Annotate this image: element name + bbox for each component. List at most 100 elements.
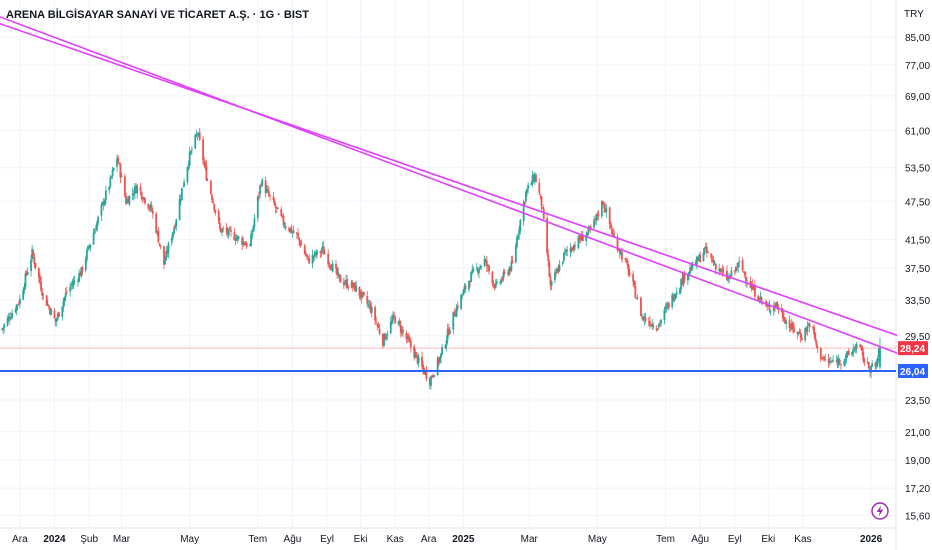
candle-body	[546, 218, 549, 254]
candle-body	[539, 194, 542, 196]
candle-body	[102, 201, 105, 205]
candle-body	[444, 345, 447, 349]
candle-body	[686, 275, 689, 280]
candle-body	[211, 194, 213, 201]
y-tick-label: 47,50	[905, 197, 930, 208]
candle-body	[142, 197, 145, 199]
candle-body	[556, 268, 559, 273]
candle-body	[399, 325, 402, 333]
candle-body	[209, 180, 212, 194]
candle-body	[797, 331, 800, 333]
candle-body	[844, 358, 847, 361]
candle-body	[430, 376, 432, 387]
candle-body	[714, 263, 717, 270]
candle-body	[824, 359, 827, 361]
y-tick-label: 85,00	[905, 33, 930, 44]
support-badge	[898, 364, 928, 379]
candle-body	[519, 219, 522, 232]
candle-body	[118, 163, 121, 165]
candle-body	[494, 283, 497, 288]
candle-body	[452, 311, 455, 330]
candle-body	[292, 230, 295, 233]
candle-body	[843, 360, 846, 366]
candle-body	[117, 157, 120, 163]
candle-body	[860, 346, 862, 348]
candle-body	[468, 281, 470, 290]
candle-body	[665, 305, 668, 309]
candle-body	[871, 363, 874, 367]
y-tick-label: 77,00	[905, 61, 930, 72]
candle-body	[369, 304, 372, 313]
candle-body	[562, 252, 565, 261]
candle-body	[660, 319, 662, 324]
candle-body	[753, 285, 756, 297]
candle-body	[393, 314, 395, 316]
candle-body	[621, 251, 623, 260]
candle-body	[578, 236, 581, 241]
candle-body	[574, 246, 576, 247]
candle-body	[853, 348, 856, 350]
candle-body	[837, 358, 840, 365]
candle-body	[827, 359, 830, 363]
candle-body	[500, 278, 503, 284]
candle-body	[402, 329, 404, 332]
candle-body	[73, 280, 76, 282]
candle-body	[26, 271, 29, 275]
candle-body	[493, 284, 496, 289]
candle-body	[397, 321, 400, 325]
candle-body	[784, 319, 786, 324]
x-tick-label: Eki	[354, 534, 368, 545]
y-tick-label: 33,50	[905, 296, 930, 307]
candle-body	[647, 321, 650, 323]
candle-body	[79, 273, 82, 277]
candle-body	[726, 270, 728, 280]
candle-body	[300, 244, 303, 246]
candle-body	[799, 334, 802, 339]
candle-body	[814, 332, 817, 341]
x-tick-label: Tem	[248, 534, 267, 545]
candle-body	[815, 340, 818, 346]
currency-label[interactable]: TRY	[904, 9, 924, 20]
candle-body	[354, 282, 356, 291]
candle-body	[471, 269, 474, 273]
candle-body	[342, 281, 345, 286]
candle-body	[538, 182, 541, 194]
candle-body	[593, 219, 595, 228]
candle-body	[7, 316, 10, 320]
candle-body	[438, 356, 441, 363]
candle-body	[144, 198, 146, 204]
candle-body	[659, 323, 661, 324]
candle-body	[738, 261, 741, 263]
candle-body	[752, 286, 755, 291]
candle-body	[475, 267, 478, 269]
candle-body	[682, 273, 685, 285]
candle-body	[461, 294, 464, 296]
candle-body	[441, 347, 444, 355]
candle-body	[691, 262, 694, 270]
candle-body	[674, 294, 677, 299]
candle-body	[501, 279, 504, 280]
candle-body	[586, 232, 589, 236]
candle-body	[587, 227, 590, 234]
lightning-icon[interactable]	[871, 502, 889, 520]
candle-body	[718, 269, 721, 271]
candle-body	[33, 257, 36, 265]
candle-body	[272, 196, 275, 201]
candle-body	[445, 340, 448, 346]
candle-body	[273, 200, 276, 206]
candle-body	[624, 258, 627, 260]
candle-body	[689, 267, 692, 274]
candle-body	[77, 280, 79, 282]
candle-body	[829, 361, 832, 362]
candle-body	[358, 286, 361, 296]
y-tick-label: 41,50	[905, 235, 930, 246]
candle-body	[742, 271, 745, 273]
candle-body	[280, 209, 283, 216]
candle-body	[680, 279, 683, 290]
candle-body	[85, 250, 88, 260]
candle-body	[507, 272, 509, 275]
candle-body	[386, 334, 389, 336]
candle-body	[32, 250, 35, 257]
